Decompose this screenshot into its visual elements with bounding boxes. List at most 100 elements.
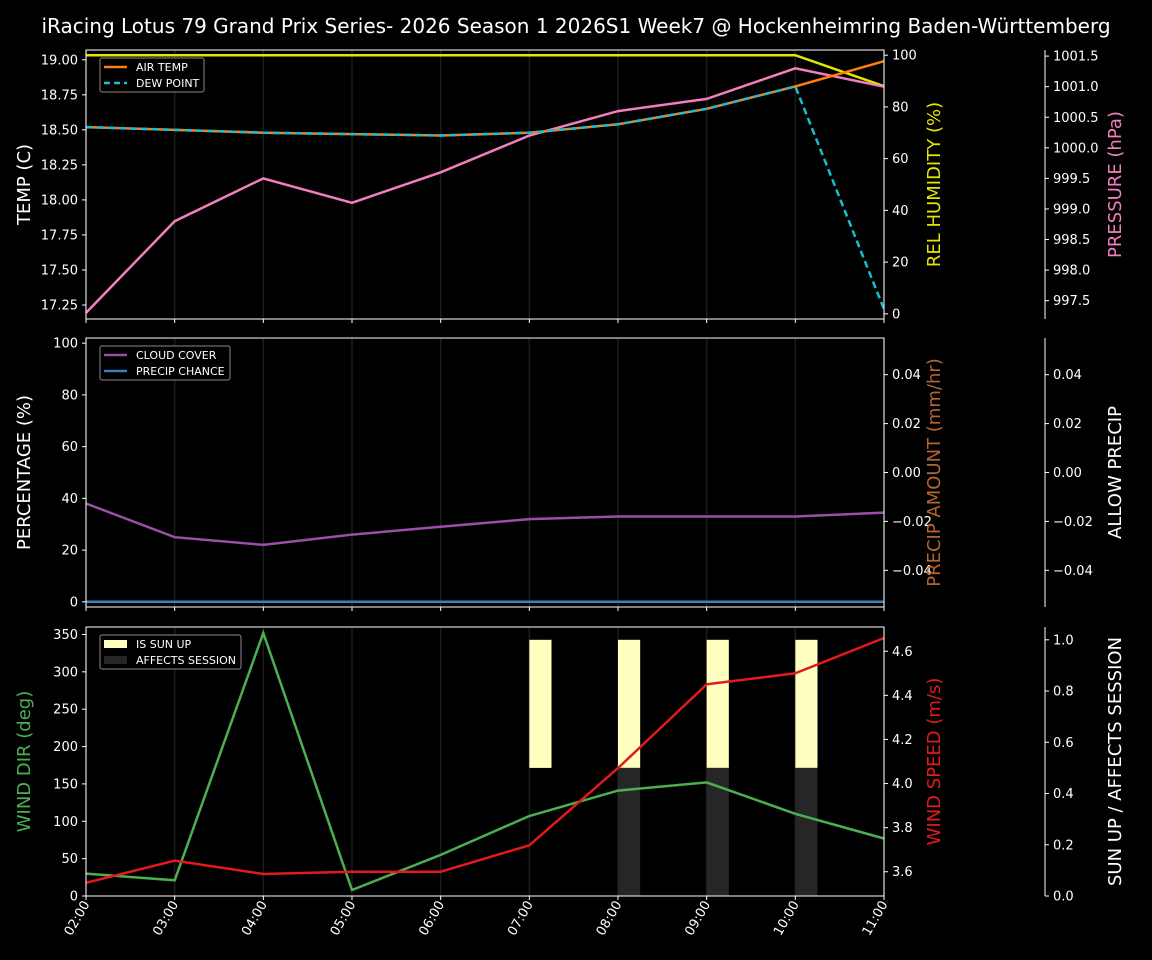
y-tick-label: 60	[61, 440, 78, 455]
y-tick-label: 50	[61, 852, 78, 867]
chart-title: iRacing Lotus 79 Grand Prix Series- 2026…	[41, 14, 1111, 38]
bar-is-sun-up	[529, 639, 552, 768]
x-tick-label: 06:00	[416, 899, 448, 939]
y-right2-tick-label: 0.04	[1053, 368, 1082, 383]
y-tick-label: 18.75	[41, 88, 78, 103]
y-right-tick-label: 20	[892, 256, 909, 271]
y-right-axis-label: PRECIP AMOUNT (mm/hr)	[924, 358, 945, 587]
y-right-tick-label: 3.8	[892, 821, 913, 836]
x-tick-label: 05:00	[328, 899, 360, 939]
panel-temperature: 17.25 17.50 17.75 18.00 18.25 18.50 18.75 19.00…	[14, 49, 1126, 323]
line-rel-humidity	[86, 53, 885, 88]
y-right2-axis-label: ALLOW PRECIP	[1105, 406, 1126, 539]
legend: AIR TEMP DEW POINT	[99, 57, 205, 93]
y-right2-tick-label: 998.0	[1053, 264, 1090, 279]
x-tick-label: 07:00	[505, 899, 537, 939]
y-tick-label: 18.50	[41, 123, 78, 138]
y-right-tick-label: 4.0	[892, 777, 913, 792]
legend: IS SUN UP AFFECTS SESSION	[99, 634, 242, 670]
y-right2-tick-label: 1000.0	[1053, 141, 1099, 156]
y-tick-label: 40	[61, 492, 78, 507]
y-right-tick-label: 4.4	[892, 689, 913, 704]
bar-is-sun-up	[795, 639, 818, 768]
y-right2-tick-label: 0.4	[1053, 787, 1074, 802]
y-right2-tick-label: −0.04	[1053, 564, 1093, 579]
legend-label: AFFECTS SESSION	[136, 654, 236, 667]
x-tick-label: 03:00	[150, 899, 182, 939]
line-air-temp	[85, 59, 885, 137]
bar-is-sun-up	[618, 639, 641, 768]
line-pressure	[85, 67, 885, 314]
line-wind-speed	[85, 636, 885, 885]
y-right2-tick-label: 999.5	[1053, 172, 1090, 187]
y-right2-tick-label: 1001.0	[1053, 80, 1099, 95]
y-right-tick-label: 0	[892, 307, 900, 322]
y-tick-label: 200	[53, 740, 78, 755]
x-tick-label: 02:00	[62, 899, 94, 939]
y-right2-tick-label: 0.0	[1053, 890, 1074, 905]
y-tick-label: 100	[53, 815, 78, 830]
y-axis-label: WIND DIR (deg)	[14, 691, 35, 833]
y-tick-label: 19.00	[41, 53, 78, 68]
line-dew-point	[85, 84, 886, 310]
bar-affects-session	[795, 767, 818, 896]
x-tick-label: 09:00	[682, 899, 714, 939]
y-right-tick-label: 4.2	[892, 733, 913, 748]
y-right2-tick-label: 0.02	[1053, 417, 1082, 432]
y-right-tick-label: 80	[892, 100, 909, 115]
y-right2-tick-label: 998.5	[1053, 233, 1090, 248]
y-right2-tick-label: 997.5	[1053, 294, 1090, 309]
y-tick-label: 100	[53, 337, 78, 352]
x-tick-label: 04:00	[239, 899, 271, 939]
y-tick-label: 0	[70, 595, 78, 610]
y-right-tick-label: −0.02	[892, 515, 932, 530]
x-tick-label: 10:00	[771, 899, 803, 939]
y-right-tick-label: 40	[892, 204, 909, 219]
y-right-tick-label: −0.04	[892, 564, 932, 579]
y-right-tick-label: 3.6	[892, 865, 913, 880]
y-tick-label: 250	[53, 703, 78, 718]
y-right2-tick-label: 0.6	[1053, 736, 1074, 751]
legend-label: CLOUD COVER	[136, 349, 217, 362]
y-right2-tick-label: 1.0	[1053, 633, 1074, 648]
y-tick-label: 80	[61, 388, 78, 403]
panel-precipitation: 0 20 40 60 80 100 −0.04 −0.02 0.00 0.02 0.04 −0.04 −…	[14, 337, 1126, 611]
x-tick-label: 11:00	[860, 899, 892, 939]
y-tick-label: 17.25	[41, 298, 78, 313]
bar-affects-session	[618, 767, 641, 896]
y-right2-axis-label: SUN UP / AFFECTS SESSION	[1105, 637, 1126, 886]
line-cloud-cover	[85, 502, 885, 547]
y-tick-label: 150	[53, 777, 78, 792]
y-right-axis-label: WIND SPEED (m/s)	[924, 678, 945, 846]
legend-label: IS SUN UP	[136, 638, 192, 651]
y-axis-label: PERCENTAGE (%)	[14, 395, 35, 550]
y-right-tick-label: 0.02	[892, 417, 921, 432]
y-right2-tick-label: 999.0	[1053, 202, 1090, 217]
y-right-tick-label: 4.6	[892, 645, 913, 660]
y-tick-label: 18.25	[41, 158, 78, 173]
y-right-axis-label: REL HUMIDITY (%)	[924, 102, 945, 267]
y-right2-tick-label: 1000.5	[1053, 111, 1099, 126]
legend-label: DEW POINT	[136, 77, 200, 90]
y-tick-label: 17.75	[41, 228, 78, 243]
y-axis-label: TEMP (C)	[14, 144, 35, 226]
line-wind-dir	[85, 629, 885, 892]
legend-label: AIR TEMP	[136, 61, 188, 74]
y-right-tick-label: 100	[892, 49, 917, 64]
y-tick-label: 350	[53, 628, 78, 643]
y-tick-label: 0	[70, 890, 78, 905]
y-right2-tick-label: 0.8	[1053, 685, 1074, 700]
y-right2-tick-label: 0.2	[1053, 838, 1074, 853]
y-tick-label: 300	[53, 665, 78, 680]
panel-wind: 0 50 100 150 200 250 300 350 3.6 3.8 4.0 4.2 4.4 4.6 0…	[14, 626, 1126, 905]
x-tick-label: 08:00	[594, 899, 626, 939]
bar-is-sun-up	[706, 639, 729, 768]
y-right2-tick-label: 0.00	[1053, 466, 1082, 481]
legend-label: PRECIP CHANCE	[136, 365, 225, 378]
y-tick-label: 18.00	[41, 193, 78, 208]
y-right-tick-label: 0.00	[892, 466, 921, 481]
y-right2-axis-label: PRESSURE (hPa)	[1105, 111, 1126, 258]
y-right2-tick-label: 1001.5	[1053, 50, 1099, 65]
y-tick-label: 20	[61, 544, 78, 559]
